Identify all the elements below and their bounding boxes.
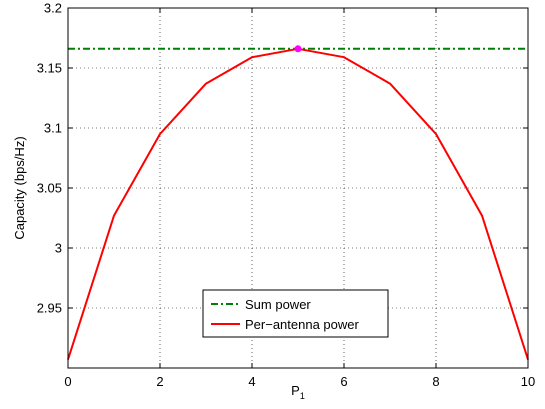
legend-box xyxy=(202,289,389,338)
grid xyxy=(68,8,528,368)
x-axis-label-subscript: 1 xyxy=(300,391,305,401)
x-axis-label: P1 xyxy=(291,383,305,401)
series-layer xyxy=(67,45,529,360)
x-tick-label: 6 xyxy=(340,374,347,389)
legend: Sum power Per−antenna power xyxy=(202,289,389,338)
y-tick-label: 2.95 xyxy=(37,301,62,316)
x-axis-label-main: P xyxy=(291,383,300,398)
x-tick-label: 2 xyxy=(156,374,163,389)
y-tick-label: 3 xyxy=(55,241,62,256)
y-axis-label: Capacity (bps/Hz) xyxy=(12,136,27,239)
y-tick-label: 3.15 xyxy=(37,61,62,76)
x-tick-label: 4 xyxy=(248,374,255,389)
y-tick-label: 3.1 xyxy=(44,121,62,136)
x-tick-label: 10 xyxy=(521,374,535,389)
x-tick-label: 8 xyxy=(432,374,439,389)
x-tick-label: 0 xyxy=(64,374,71,389)
legend-label-sum-power: Sum power xyxy=(245,297,311,312)
y-tick-label: 3.05 xyxy=(37,181,62,196)
legend-label-per-antenna-power: Per−antenna power xyxy=(245,317,360,332)
y-tick-label: 3.2 xyxy=(44,1,62,16)
ticks: 0 2 4 6 8 10 2.95 3 3.05 3.1 3.15 3.2 xyxy=(37,1,536,390)
optimal-point-marker xyxy=(294,45,302,53)
